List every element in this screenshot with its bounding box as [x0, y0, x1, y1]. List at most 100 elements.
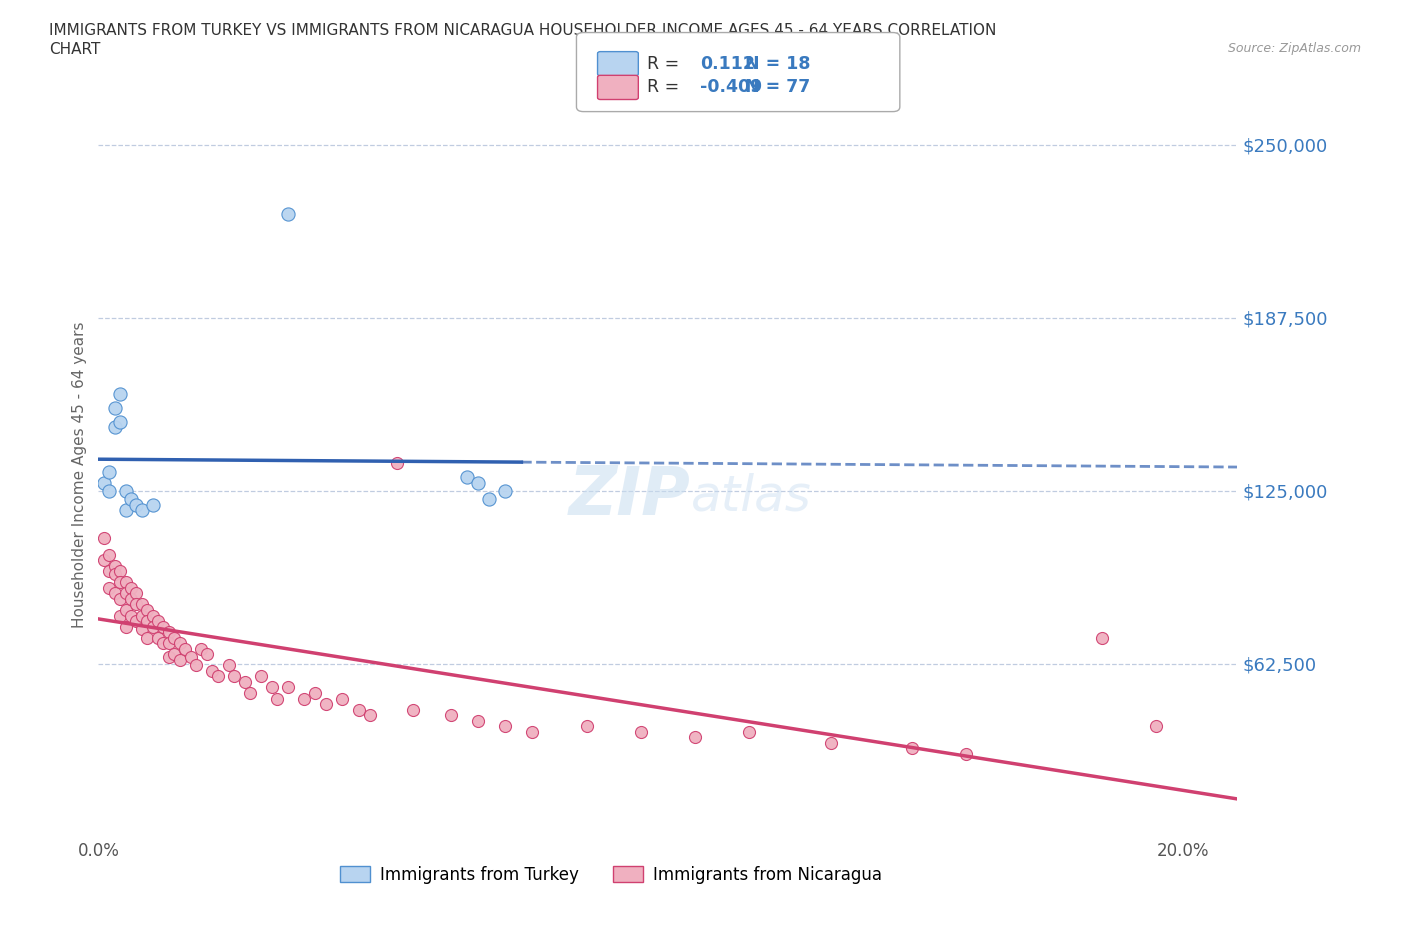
Point	[108, 414, 131, 429]
Point	[152, 636, 174, 651]
Point	[142, 498, 165, 512]
Point	[157, 625, 180, 640]
Point	[98, 464, 121, 479]
Point	[93, 475, 115, 490]
Point	[233, 674, 256, 689]
Point	[114, 603, 136, 618]
Point	[207, 669, 229, 684]
Point	[294, 691, 316, 706]
Point	[93, 552, 115, 567]
Point	[456, 470, 478, 485]
Point	[478, 492, 501, 507]
Point	[163, 647, 186, 662]
Point	[260, 680, 283, 695]
Point	[104, 401, 127, 416]
Point	[104, 586, 127, 601]
Point	[98, 484, 121, 498]
Point	[630, 724, 652, 739]
Point	[131, 608, 153, 623]
Text: Source: ZipAtlas.com: Source: ZipAtlas.com	[1227, 42, 1361, 55]
Point	[142, 619, 165, 634]
Point	[125, 498, 148, 512]
Point	[222, 669, 245, 684]
Point	[467, 475, 489, 490]
Point	[440, 708, 463, 723]
Point	[114, 619, 136, 634]
Text: IMMIGRANTS FROM TURKEY VS IMMIGRANTS FROM NICARAGUA HOUSEHOLDER INCOME AGES 45 -: IMMIGRANTS FROM TURKEY VS IMMIGRANTS FRO…	[49, 23, 997, 38]
Point	[315, 697, 337, 711]
Point	[1144, 719, 1167, 734]
Point	[98, 580, 121, 595]
Point	[146, 631, 169, 645]
Point	[304, 685, 326, 700]
Point	[955, 747, 977, 762]
Point	[108, 591, 131, 606]
Point	[131, 622, 153, 637]
Point	[152, 619, 174, 634]
Point	[277, 206, 299, 221]
Point	[104, 419, 127, 434]
Point	[108, 575, 131, 590]
Point	[277, 680, 299, 695]
Text: N = 18: N = 18	[745, 55, 811, 73]
Text: ZIP: ZIP	[569, 463, 690, 529]
Point	[93, 530, 115, 545]
Point	[184, 658, 207, 672]
Point	[467, 713, 489, 728]
Point	[494, 484, 516, 498]
Point	[169, 652, 191, 667]
Point	[195, 647, 218, 662]
Point	[163, 631, 186, 645]
Point	[114, 575, 136, 590]
Point	[125, 586, 148, 601]
Point	[142, 608, 165, 623]
Point	[157, 636, 180, 651]
Point	[266, 691, 288, 706]
Text: N = 77: N = 77	[745, 78, 810, 97]
Point	[157, 649, 180, 664]
Point	[332, 691, 354, 706]
Point	[402, 702, 425, 717]
Point	[385, 456, 408, 471]
Point	[359, 708, 381, 723]
Point	[114, 484, 136, 498]
Point	[136, 603, 159, 618]
Point	[98, 547, 121, 562]
Point	[98, 564, 121, 578]
Point	[104, 566, 127, 581]
Point	[201, 663, 224, 678]
Point	[494, 719, 516, 734]
Point	[108, 608, 131, 623]
Point	[120, 492, 142, 507]
Point	[125, 597, 148, 612]
Point	[1091, 631, 1114, 645]
Point	[131, 597, 153, 612]
Point	[131, 503, 153, 518]
Point	[108, 564, 131, 578]
Point	[901, 741, 924, 756]
Point	[120, 591, 142, 606]
Text: R =: R =	[647, 55, 685, 73]
Point	[125, 614, 148, 629]
Point	[169, 636, 191, 651]
Point	[180, 649, 202, 664]
Point	[575, 719, 598, 734]
Y-axis label: Householder Income Ages 45 - 64 years: Householder Income Ages 45 - 64 years	[72, 321, 87, 628]
Point	[136, 631, 159, 645]
Point	[146, 614, 169, 629]
Point	[820, 736, 842, 751]
Point	[120, 580, 142, 595]
Point	[250, 669, 273, 684]
Text: atlas: atlas	[690, 472, 811, 520]
Point	[108, 387, 131, 402]
Point	[120, 608, 142, 623]
Point	[239, 685, 262, 700]
Text: -0.409: -0.409	[700, 78, 762, 97]
Legend: Immigrants from Turkey, Immigrants from Nicaragua: Immigrants from Turkey, Immigrants from …	[333, 859, 889, 890]
Point	[114, 503, 136, 518]
Point	[136, 614, 159, 629]
Point	[522, 724, 544, 739]
Text: CHART: CHART	[49, 42, 101, 57]
Point	[218, 658, 240, 672]
Point	[190, 642, 212, 657]
